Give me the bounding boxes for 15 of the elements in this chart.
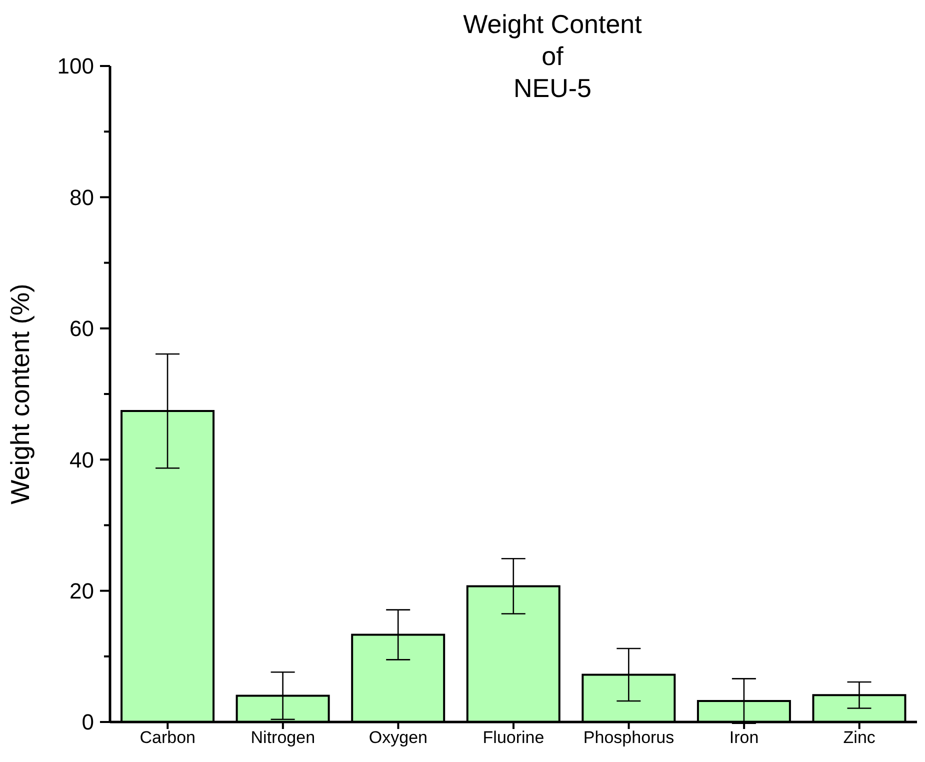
y-tick-label: 40 — [70, 447, 94, 472]
x-tick-label: Nitrogen — [250, 728, 316, 748]
y-tick-label: 20 — [70, 578, 94, 604]
x-tick-label: Fluorine — [482, 728, 544, 748]
x-tick-label: Carbon — [140, 728, 196, 748]
x-tick-label: Iron — [729, 728, 759, 748]
chart-title: Weight Content of NEU-5 — [462, 8, 643, 104]
y-tick-label: 0 — [82, 710, 94, 735]
x-tick-label: Zinc — [843, 728, 876, 748]
x-tick-label: Oxygen — [368, 728, 428, 748]
y-tick-label: 100 — [57, 54, 94, 79]
y-tick-label: 60 — [70, 316, 94, 342]
x-tick-label: Phosphorus — [583, 728, 674, 748]
y-axis-title: Weight content (%) — [5, 284, 36, 504]
y-tick-label: 80 — [70, 184, 94, 210]
